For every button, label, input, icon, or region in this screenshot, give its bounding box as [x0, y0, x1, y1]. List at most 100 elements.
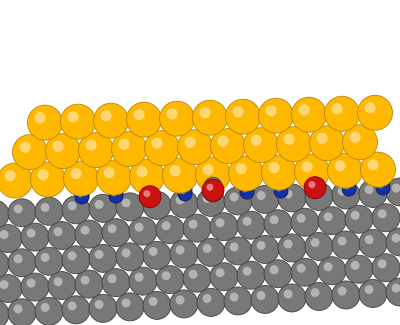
- Circle shape: [291, 258, 319, 286]
- Circle shape: [94, 250, 104, 259]
- Circle shape: [146, 186, 150, 190]
- Circle shape: [130, 159, 164, 194]
- Circle shape: [134, 109, 145, 120]
- Circle shape: [41, 203, 50, 212]
- Circle shape: [35, 247, 63, 275]
- Circle shape: [243, 188, 247, 192]
- Circle shape: [160, 101, 194, 136]
- Circle shape: [268, 162, 280, 173]
- Circle shape: [78, 133, 114, 168]
- Circle shape: [189, 270, 198, 279]
- Circle shape: [122, 298, 130, 307]
- Circle shape: [262, 155, 296, 190]
- Circle shape: [162, 221, 170, 230]
- Circle shape: [379, 178, 383, 183]
- Circle shape: [200, 107, 211, 118]
- Circle shape: [278, 184, 306, 212]
- Circle shape: [176, 295, 184, 305]
- Circle shape: [8, 199, 36, 227]
- Circle shape: [376, 170, 390, 184]
- Circle shape: [251, 186, 279, 214]
- Circle shape: [102, 219, 130, 247]
- Circle shape: [218, 136, 229, 147]
- Circle shape: [208, 181, 213, 187]
- Circle shape: [208, 188, 213, 193]
- Circle shape: [243, 180, 247, 185]
- Circle shape: [240, 185, 254, 199]
- Circle shape: [311, 186, 315, 190]
- Circle shape: [342, 182, 356, 196]
- Circle shape: [170, 165, 181, 176]
- Circle shape: [230, 292, 238, 302]
- Circle shape: [274, 180, 288, 194]
- Circle shape: [135, 223, 144, 232]
- Circle shape: [338, 287, 346, 295]
- Circle shape: [75, 190, 89, 204]
- Circle shape: [96, 160, 132, 195]
- Circle shape: [181, 190, 185, 194]
- Circle shape: [264, 210, 292, 238]
- Circle shape: [332, 181, 360, 209]
- Circle shape: [350, 132, 361, 143]
- Circle shape: [257, 291, 266, 300]
- Circle shape: [310, 288, 320, 297]
- Circle shape: [68, 301, 76, 310]
- Circle shape: [376, 176, 390, 189]
- Circle shape: [251, 285, 279, 313]
- Circle shape: [392, 234, 400, 242]
- Circle shape: [203, 194, 212, 203]
- Circle shape: [178, 184, 192, 198]
- Circle shape: [210, 213, 238, 241]
- Circle shape: [324, 262, 332, 271]
- Circle shape: [392, 184, 400, 192]
- Circle shape: [78, 189, 82, 194]
- Circle shape: [181, 187, 185, 191]
- Circle shape: [243, 184, 247, 188]
- Circle shape: [345, 185, 349, 189]
- Circle shape: [196, 157, 230, 192]
- Circle shape: [4, 170, 16, 181]
- Circle shape: [135, 273, 144, 282]
- Circle shape: [75, 270, 103, 298]
- Circle shape: [156, 266, 184, 294]
- Circle shape: [264, 260, 292, 288]
- Circle shape: [109, 185, 123, 199]
- Circle shape: [240, 181, 254, 195]
- Circle shape: [21, 223, 49, 251]
- Circle shape: [176, 195, 184, 204]
- Circle shape: [170, 240, 198, 268]
- Circle shape: [291, 208, 319, 236]
- Circle shape: [38, 169, 49, 180]
- Circle shape: [26, 279, 36, 288]
- Circle shape: [0, 230, 8, 239]
- Circle shape: [332, 231, 360, 259]
- Circle shape: [78, 191, 82, 196]
- Circle shape: [89, 244, 117, 272]
- Circle shape: [250, 135, 262, 146]
- Circle shape: [80, 276, 90, 285]
- Circle shape: [20, 142, 31, 153]
- Circle shape: [170, 190, 198, 218]
- Circle shape: [345, 205, 373, 233]
- Circle shape: [242, 217, 252, 226]
- Circle shape: [202, 164, 214, 175]
- Circle shape: [78, 193, 82, 197]
- Circle shape: [240, 177, 254, 191]
- Circle shape: [224, 237, 252, 265]
- Circle shape: [0, 200, 9, 228]
- Circle shape: [386, 178, 400, 206]
- Circle shape: [278, 284, 306, 312]
- Circle shape: [46, 134, 80, 169]
- Circle shape: [89, 294, 117, 322]
- Circle shape: [270, 265, 278, 274]
- Circle shape: [257, 191, 266, 200]
- Circle shape: [318, 257, 346, 285]
- Circle shape: [30, 162, 66, 197]
- Circle shape: [318, 207, 346, 235]
- Circle shape: [308, 178, 322, 192]
- Circle shape: [386, 228, 400, 256]
- Circle shape: [136, 166, 148, 177]
- Circle shape: [94, 103, 128, 138]
- Circle shape: [0, 250, 9, 278]
- Circle shape: [143, 292, 171, 319]
